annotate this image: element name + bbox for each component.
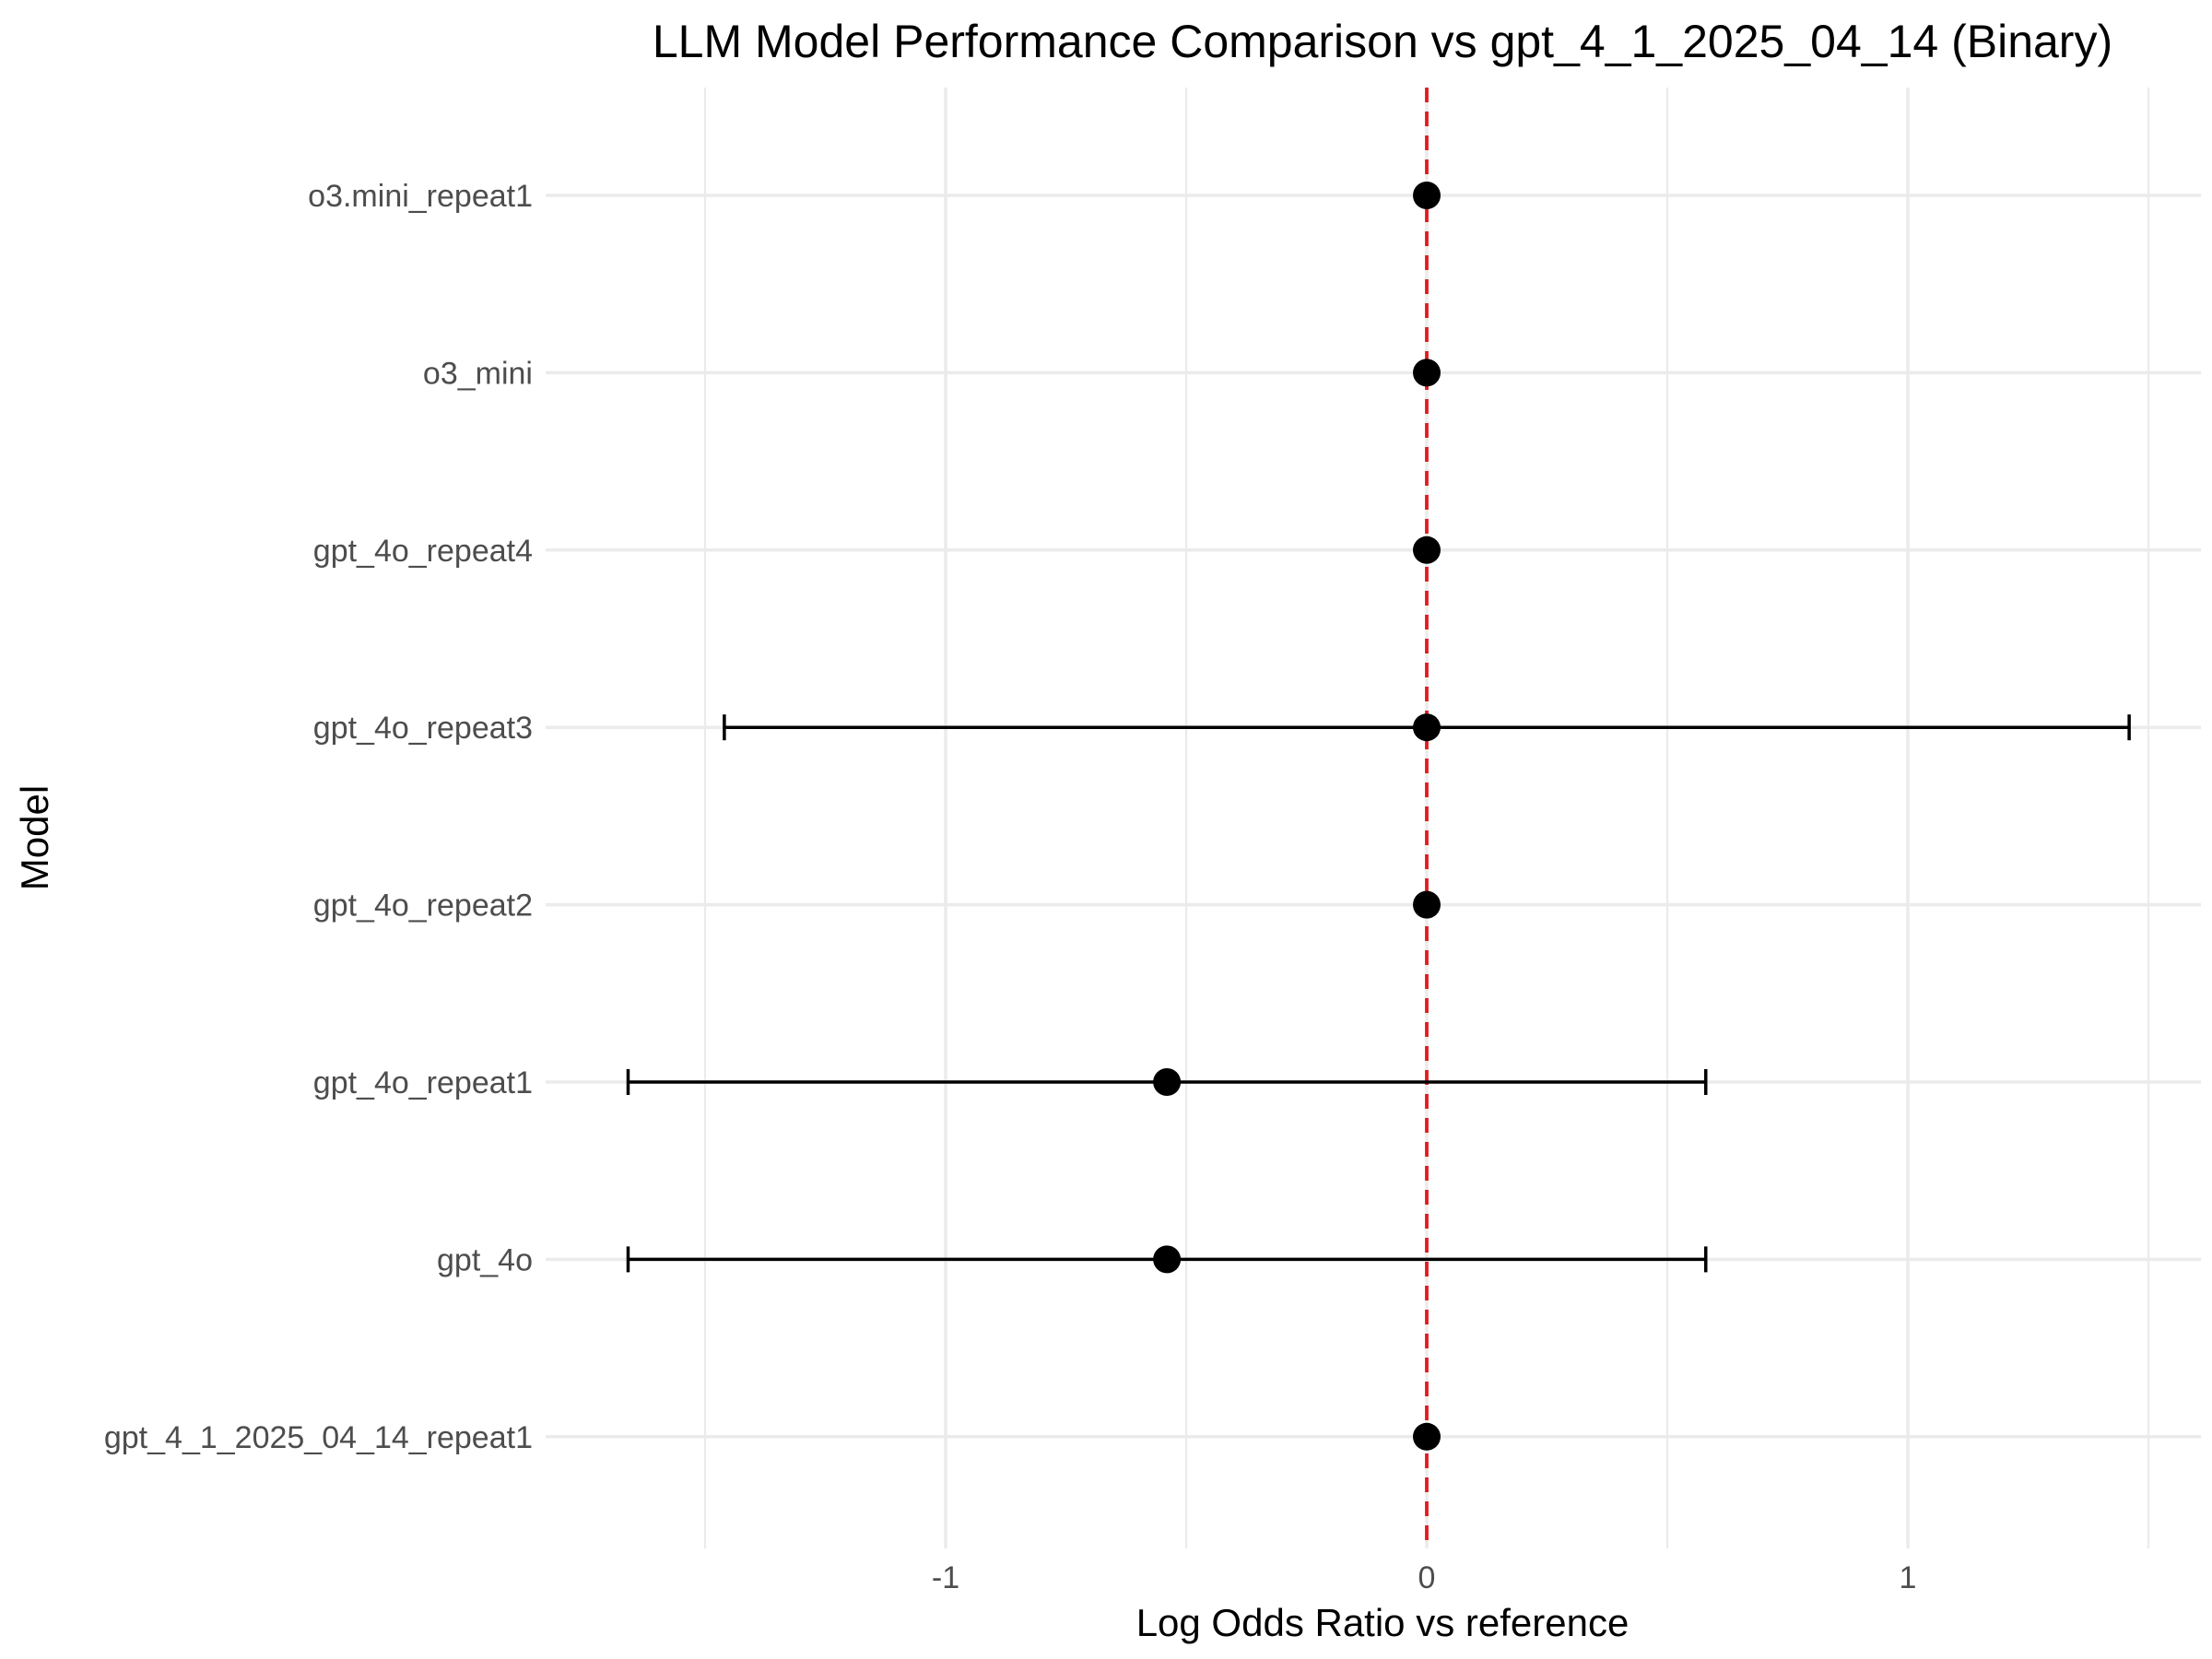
x-tick-label: 1	[1900, 1560, 1917, 1595]
y-tick-label: gpt_4o_repeat1	[313, 1065, 533, 1100]
data-point	[1413, 359, 1441, 387]
y-tick-label: gpt_4o_repeat4	[313, 534, 533, 569]
y-tick-label: o3_mini	[423, 356, 533, 391]
data-point	[1413, 890, 1441, 919]
y-tick-label: gpt_4o_repeat3	[313, 711, 533, 746]
data-point	[1413, 713, 1441, 742]
data-point	[1413, 182, 1441, 209]
y-tick-label: gpt_4_1_2025_04_14_repeat1	[104, 1420, 533, 1455]
x-axis-title: Log Odds Ratio vs reference	[1136, 1601, 1630, 1644]
x-tick-label: -1	[932, 1560, 959, 1595]
y-tick-label: gpt_4o_repeat2	[313, 888, 533, 924]
data-point	[1413, 535, 1441, 564]
y-axis-title: Model	[13, 785, 56, 890]
data-points	[1153, 182, 1441, 1451]
data-point	[1413, 1422, 1441, 1451]
data-point	[1153, 1068, 1182, 1096]
y-tick-label: gpt_4o	[437, 1242, 533, 1277]
data-point	[1153, 1245, 1182, 1274]
chart-title: LLM Model Performance Comparison vs gpt_…	[653, 16, 2112, 67]
x-tick-label: 0	[1418, 1560, 1436, 1595]
y-tick-labels: o3.mini_repeat1 o3_mini gpt_4o_repeat4 gpt_…	[104, 179, 533, 1455]
y-tick-label: o3.mini_repeat1	[308, 179, 533, 214]
x-tick-labels: -1 0 1	[932, 1560, 1917, 1595]
